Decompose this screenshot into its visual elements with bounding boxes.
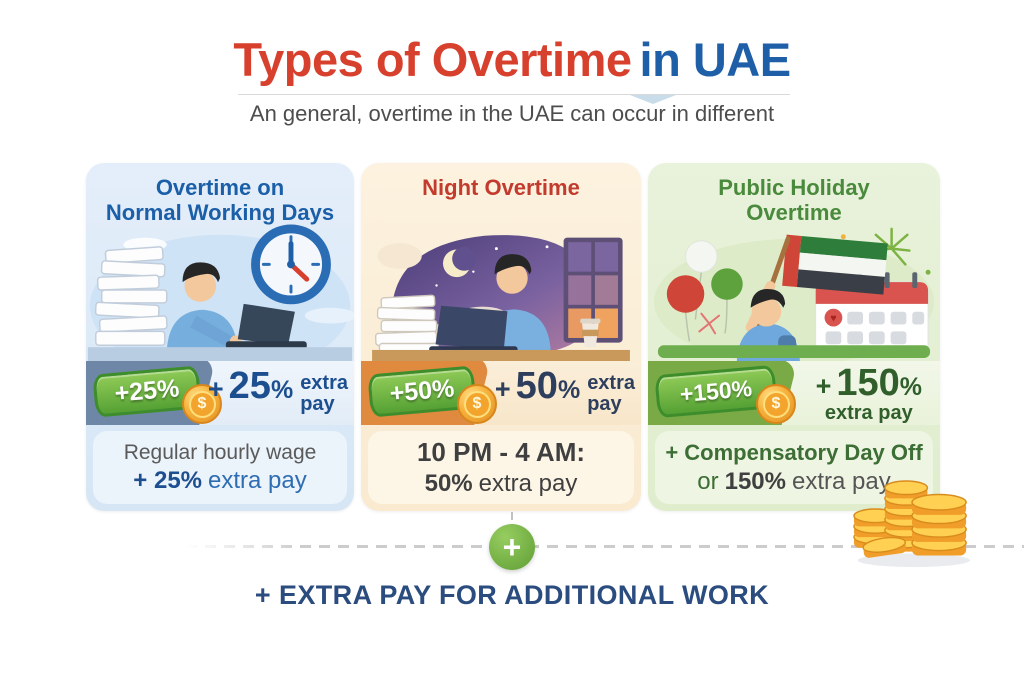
rate-text: +50% extra pay [494, 365, 635, 415]
coin-icon: $ [182, 384, 222, 424]
holiday-scene: ♥ [654, 227, 934, 361]
card-title-line1: Night Overtime [422, 175, 580, 200]
rate-suffix: extra pay [824, 402, 913, 424]
title-primary: Types of Overtime [233, 33, 632, 86]
dashed-connector [186, 545, 1024, 548]
page-title: Types of Overtime in UAE [0, 34, 1024, 86]
rate-suffix: extra pay [587, 372, 635, 415]
card-normal-overtime: Overtime on Normal Working Days [86, 163, 354, 511]
ground [657, 345, 931, 359]
window-icon [563, 237, 623, 343]
pay-badge: +25% $ +25% extra pay [86, 361, 354, 425]
working-day-scene [87, 224, 354, 361]
coin-stack-icon [853, 480, 971, 568]
paper-stack-icon [94, 246, 168, 346]
ribbon-label: +150% [678, 374, 754, 408]
subtitle: An general, overtime in the UAE can occu… [249, 101, 775, 126]
detail-line2: + 25% extra pay [133, 466, 307, 494]
cloud [377, 243, 422, 269]
chevron-down-icon [630, 95, 676, 104]
detail-line2: or 150% extra pay [697, 467, 891, 495]
coffee-cup-icon [580, 318, 601, 348]
connector-tick [511, 512, 513, 520]
holiday-illustration: ♥ [648, 221, 940, 361]
heart-glyph: ♥ [830, 313, 836, 325]
rate-value: +25% [207, 365, 294, 407]
card-title: Overtime on Normal Working Days [86, 163, 354, 225]
overtime-cards: Overtime on Normal Working Days [86, 163, 940, 511]
title-divider [238, 94, 790, 95]
moon-icon [442, 246, 477, 278]
detail-panel: 10 PM - 4 AM: 50% extra pay [368, 431, 634, 504]
ribbon-label: +25% [113, 374, 181, 408]
uae-flag-icon [782, 234, 888, 295]
detail-line1: 10 PM - 4 AM: [416, 437, 586, 467]
card-title-line2: Normal Working Days [105, 200, 335, 226]
laptop-icon [225, 303, 307, 350]
rate-value: +150% [815, 362, 922, 404]
pay-badge: +150% $ +150% extra pay [648, 361, 940, 425]
detail-panel: Regular hourly wage + 25% extra pay [93, 431, 347, 504]
rate-value: +50% [494, 365, 581, 407]
coin-icon: $ [756, 384, 796, 424]
rate-text: +150% extra pay [815, 362, 922, 424]
paper-stack-icon [374, 294, 440, 353]
laptop-icon [429, 305, 518, 354]
footer-banner: + EXTRA PAY FOR ADDITIONAL WORK [254, 580, 770, 610]
coin-icon: $ [457, 384, 497, 424]
dollar-symbol: $ [762, 390, 790, 418]
card-title-line1: Public Holiday [718, 175, 870, 200]
dollar-symbol: $ [188, 390, 216, 418]
title-secondary: in UAE [639, 33, 792, 86]
desk [87, 347, 353, 361]
card-night-overtime: Night Overtime [361, 163, 641, 511]
desk [372, 349, 630, 361]
night-scene [372, 235, 630, 361]
card-title-line2: Overtime [746, 200, 842, 226]
ribbon-label: +50% [388, 374, 456, 408]
rate-suffix: extra pay [300, 372, 348, 415]
night-work-illustration [361, 221, 641, 361]
clock-icon [251, 224, 331, 305]
card-title: Public Holiday Overtime [648, 163, 940, 225]
detail-line2: 50% extra pay [424, 470, 578, 497]
card-holiday-overtime: Public Holiday Overtime [648, 163, 940, 511]
detail-line1: + Compensatory Day Off [665, 439, 923, 465]
plus-icon: + [489, 524, 535, 570]
balloons-icon [666, 240, 743, 342]
detail-line1: Regular hourly wage [123, 440, 317, 464]
rate-text: +25% extra pay [207, 365, 348, 415]
detail-panel: + Compensatory Day Off or 150% extra pay [655, 431, 933, 504]
dollar-symbol: $ [463, 390, 491, 418]
card-title: Night Overtime [361, 163, 641, 221]
card-title-line1: Overtime on [155, 175, 285, 200]
working-day-illustration [86, 221, 354, 361]
pay-badge: +50% $ +50% extra pay [361, 361, 641, 425]
